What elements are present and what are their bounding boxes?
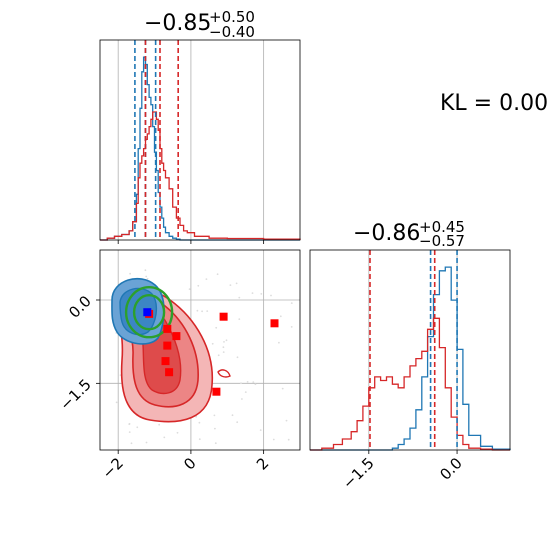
hist1-frame — [99, 39, 301, 241]
sample-dot — [205, 278, 208, 280]
sample-dot — [254, 383, 257, 386]
sample-dot — [241, 398, 243, 400]
sample-dot — [128, 423, 131, 426]
hist2-xtick-label-0: −1.5 — [339, 454, 377, 492]
title-param1-minus: −0.40 — [209, 23, 255, 41]
title-param2-main: −0.86 — [353, 221, 420, 246]
sample-dot — [236, 356, 239, 359]
hist1-bg — [100, 40, 300, 240]
sample-dot — [279, 315, 282, 318]
sample-dot — [145, 275, 148, 278]
red-marker-3 — [163, 341, 172, 350]
sample-dot — [278, 341, 280, 344]
sample-dot — [222, 351, 225, 353]
sample-dot — [158, 423, 161, 426]
red-marker-8 — [212, 387, 221, 396]
sample-dot — [215, 326, 218, 329]
sample-dot — [229, 284, 232, 286]
hist2-bg — [310, 250, 510, 450]
sample-dot — [176, 431, 179, 434]
histogram-param2: −1.5 0.0 — [309, 249, 511, 493]
sample-dot — [214, 442, 217, 445]
sample-dot — [196, 309, 199, 312]
sample-dot — [246, 381, 249, 383]
sample-dot — [201, 310, 204, 313]
sample-dot — [281, 387, 284, 390]
sample-dot — [236, 421, 239, 424]
sample-dot — [240, 382, 242, 385]
hist2-xtick-label-1: 0.0 — [436, 454, 466, 484]
scatter-ytick-label-0: −1.5 — [56, 375, 94, 413]
sample-dot — [287, 438, 290, 441]
sample-dot — [251, 292, 254, 294]
hist2-series-1 — [310, 317, 510, 451]
sample-dot — [115, 401, 118, 404]
title-param2-minus: −0.57 — [419, 232, 465, 250]
blue-marker — [143, 308, 152, 317]
red-marker-1 — [163, 324, 172, 333]
sample-dot — [223, 341, 225, 343]
sample-dot — [259, 429, 262, 431]
sample-dot — [222, 346, 225, 349]
hist2-frame — [309, 249, 511, 451]
sample-dot — [130, 442, 133, 445]
sample-dot — [129, 272, 132, 275]
title-param1: −0.85 +0.50 −0.40 — [144, 8, 255, 41]
sample-dot — [211, 342, 214, 345]
sample-dot — [145, 441, 148, 444]
sample-dot — [206, 310, 209, 312]
sample-dot — [238, 296, 241, 299]
green-ellipse-outer — [124, 286, 174, 339]
title-param1-main: −0.85 — [144, 11, 211, 36]
kl-annotation: KL = 0.00 — [440, 91, 548, 116]
sample-dot — [270, 294, 272, 297]
red-marker-5 — [165, 368, 174, 377]
red-marker-2 — [172, 332, 181, 341]
sample-dot — [217, 354, 220, 357]
sample-dot — [290, 326, 293, 328]
red-contour-island — [217, 369, 231, 378]
histogram-param1 — [99, 39, 301, 244]
red-marker-7 — [270, 319, 279, 328]
sample-dot — [146, 277, 149, 280]
sample-dot — [285, 419, 288, 422]
sample-dot — [128, 431, 131, 433]
sample-dot — [198, 438, 201, 441]
title-param2-plus: +0.45 — [419, 218, 465, 236]
sample-dot — [238, 318, 241, 320]
red-marker-4 — [161, 357, 170, 366]
sample-dot — [272, 438, 275, 441]
scatter-xtick-label-2: 2 — [253, 454, 272, 473]
sample-dot — [225, 339, 228, 342]
sample-dot — [235, 282, 238, 285]
red-marker-6 — [219, 312, 228, 321]
sample-dot — [198, 421, 201, 424]
title-param1-plus: +0.50 — [209, 8, 255, 26]
sample-dot — [290, 302, 293, 304]
scatter-param1-param2: −2 0 2 −1.5 0.0 — [56, 249, 301, 482]
sample-dot — [213, 414, 216, 417]
sample-dot — [216, 273, 219, 276]
scatter-xtick-label-0: −2 — [99, 454, 127, 482]
scatter-ytick-label-1: 0.0 — [65, 292, 95, 322]
sample-dot — [188, 288, 191, 290]
scatter-xtick-label-1: 0 — [180, 454, 199, 473]
sample-dot — [163, 436, 166, 439]
green-ellipse-inner — [132, 294, 166, 331]
sample-dot — [252, 381, 255, 383]
sample-dot — [260, 293, 263, 295]
sample-dot — [144, 269, 147, 272]
sample-dot — [231, 414, 234, 417]
sample-dot — [214, 427, 216, 430]
sample-dot — [197, 284, 200, 287]
scatter-frame — [99, 249, 301, 451]
sample-dot — [244, 391, 247, 393]
title-param2: −0.86 +0.45 −0.57 — [353, 218, 465, 250]
sample-dot — [136, 426, 139, 429]
